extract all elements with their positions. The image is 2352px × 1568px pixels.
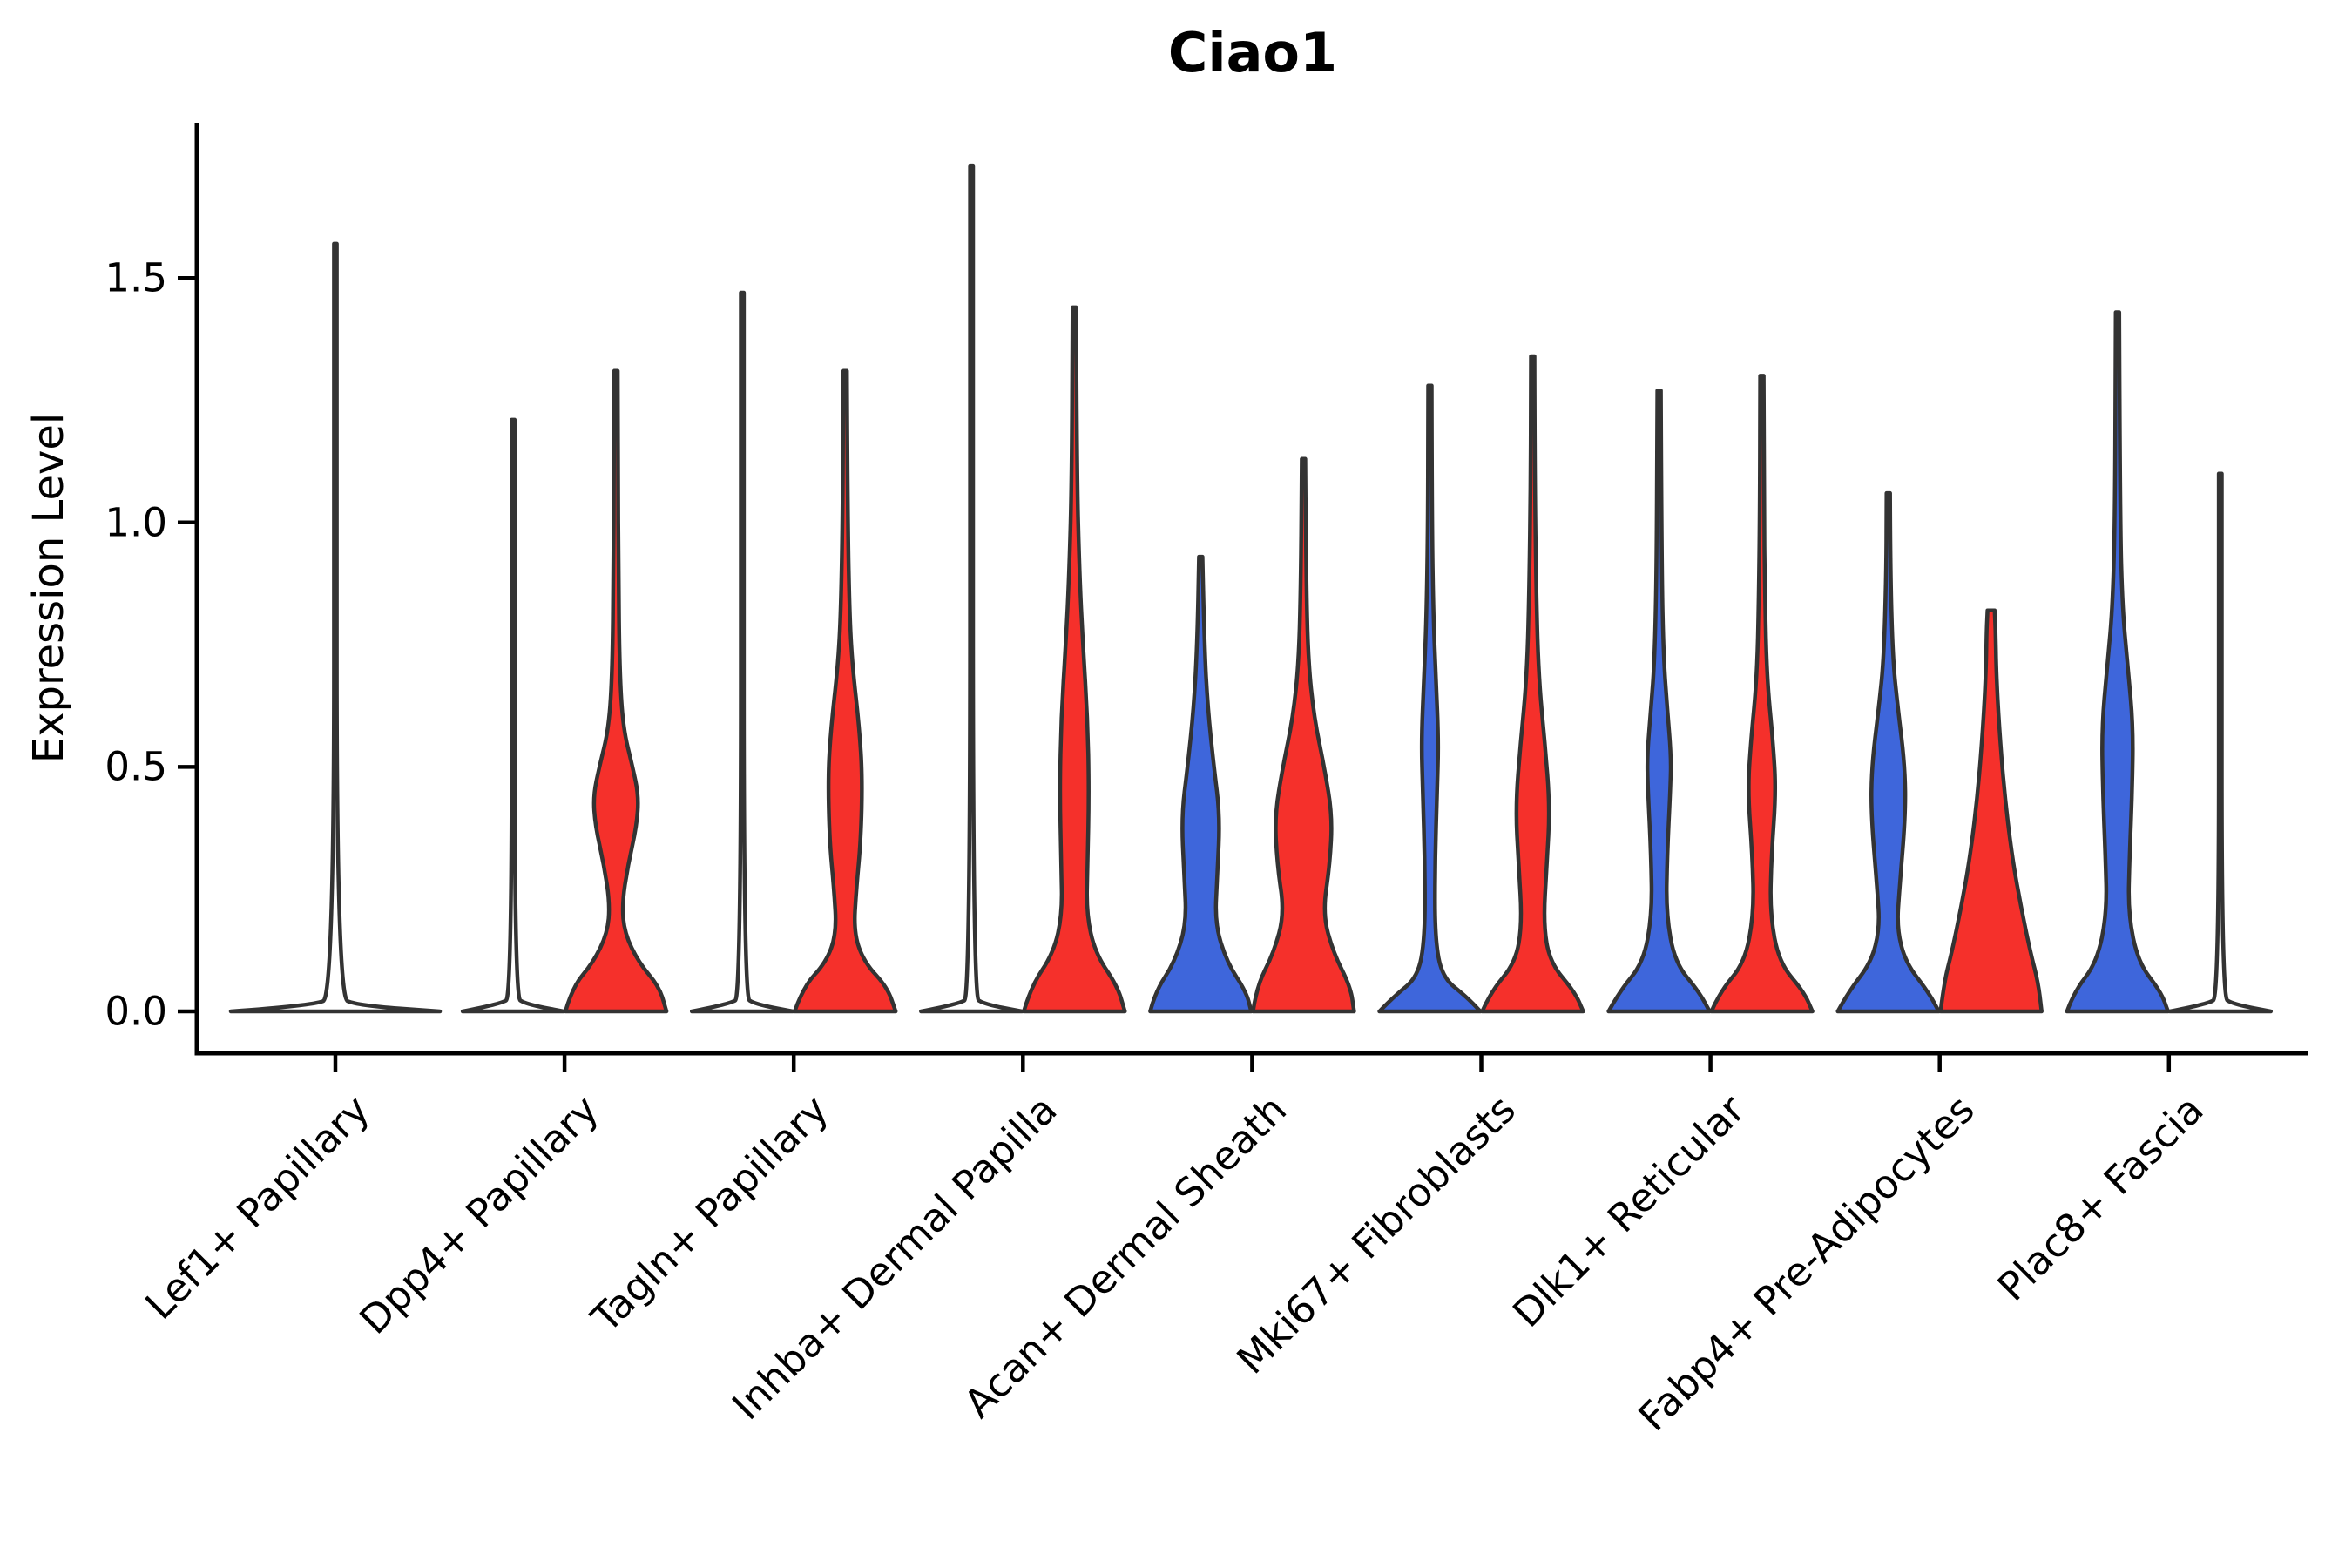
violin-plac8-fascia-right: [2167, 471, 2274, 1014]
violin-acan-dermal-sheath-left: [1148, 554, 1254, 1014]
violin-acan-dermal-sheath-right: [1251, 456, 1356, 1014]
violin-dlk1-reticular-left: [1606, 389, 1712, 1014]
violin-mki67-fibroblasts-left: [1377, 383, 1483, 1014]
y-tick-label: 0.5: [105, 743, 167, 790]
y-tick-label: 1.0: [105, 499, 167, 546]
violin-dpp4-papillary-right: [563, 368, 669, 1014]
chart-title: Ciao1: [1167, 21, 1338, 84]
violin-inhba-dermal-papilla-right: [1022, 305, 1127, 1014]
violin-tagln-papillary-left: [689, 290, 795, 1014]
violin-inhba-dermal-papilla-left: [919, 163, 1024, 1014]
violin-dlk1-reticular-right: [1709, 374, 1815, 1014]
violin-fabp4-pre-adipocytes-left: [1835, 490, 1941, 1014]
violin-fabp4-pre-adipocytes-right: [1938, 608, 2044, 1014]
violin-mki67-fibroblasts-right: [1480, 354, 1585, 1014]
violin-lef1-papillary-center: [228, 241, 443, 1014]
y-tick-label: 1.5: [105, 254, 167, 301]
violin-tagln-papillary-right: [792, 368, 898, 1014]
y-tick-label: 0.0: [105, 988, 167, 1035]
violin-plac8-fascia-left: [2065, 310, 2171, 1014]
violin-dpp4-papillary-left: [460, 417, 566, 1014]
